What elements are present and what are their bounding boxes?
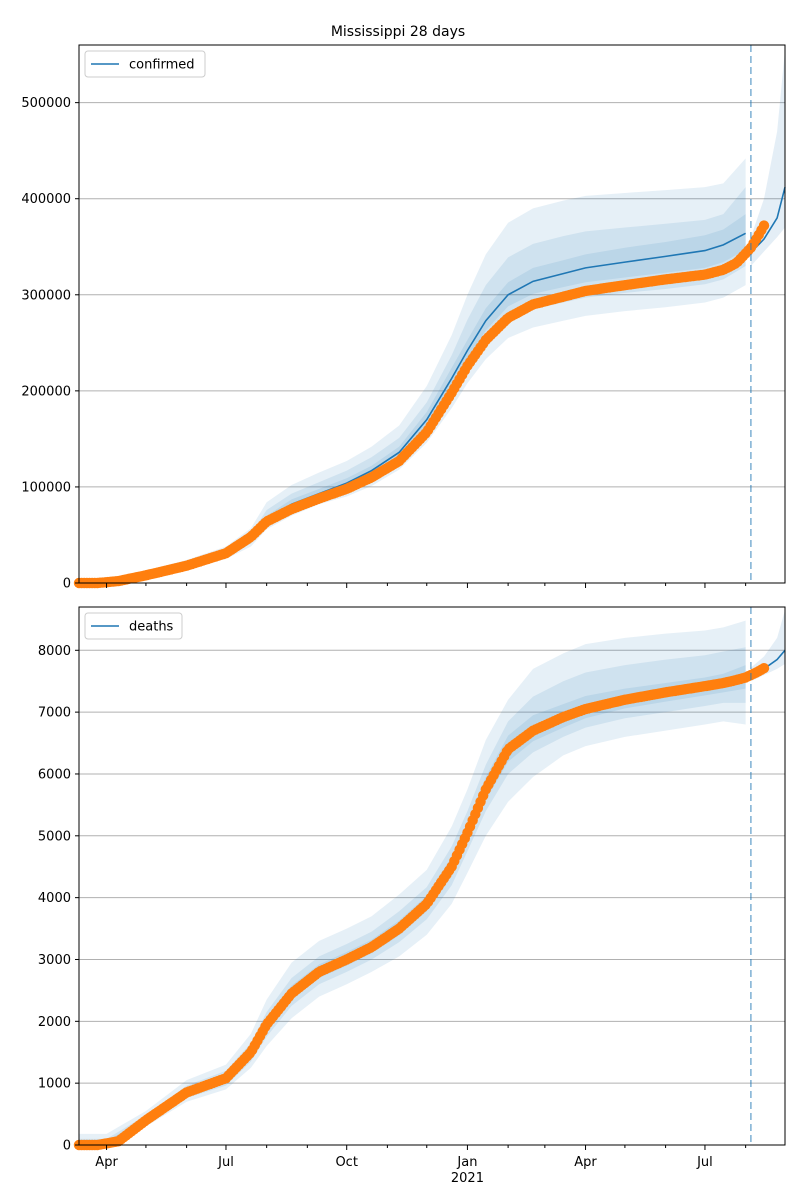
deaths-y-tick-label: 8000	[38, 644, 71, 659]
chart-title: Mississippi 28 days	[331, 24, 465, 40]
confirmed-y-tick-label: 300000	[21, 288, 71, 303]
confirmed-observed-series	[73, 220, 770, 589]
deaths-y-tick-label: 5000	[38, 829, 71, 844]
confirmed-y-tick-label: 100000	[21, 480, 71, 495]
confirmed-axes-frame	[78, 44, 786, 584]
deaths-y-tick-label: 0	[63, 1139, 71, 1154]
confirmed-confidence-band	[79, 214, 746, 584]
deaths-forecast-band	[750, 610, 785, 682]
deaths-observed-series	[73, 663, 770, 1151]
deaths-legend-box	[84, 612, 183, 640]
confirmed-observed-point	[758, 220, 770, 231]
confirmed-y-tick-label: 0	[63, 577, 71, 592]
deaths-x-year-label: 2021	[451, 1171, 484, 1186]
deaths-legend: deaths	[84, 612, 183, 640]
confirmed-y-tick-label: 400000	[21, 192, 71, 207]
deaths-legend-label: deaths	[129, 620, 174, 635]
deaths-y-tick-label: 2000	[38, 1015, 71, 1030]
confirmed-y-tick-label: 200000	[21, 384, 71, 399]
deaths-y-tick-label: 7000	[38, 706, 71, 721]
deaths-x-tick-label: Jan	[456, 1155, 477, 1170]
deaths-x-tick-label: Apr	[95, 1155, 118, 1170]
confirmed-legend-label: confirmed	[129, 58, 195, 73]
deaths-x-tick-label: Oct	[335, 1155, 357, 1170]
deaths-panel: 0 1000 2000 3000 4000 5000 6000 7000 8000 Apr Jul O…	[38, 606, 786, 1186]
deaths-y-tick-label: 1000	[38, 1077, 71, 1092]
deaths-y-tick-label: 4000	[38, 891, 71, 906]
confirmed-legend: confirmed	[84, 50, 206, 78]
deaths-y-tick-label: 3000	[38, 953, 71, 968]
deaths-x-tick-label: Apr	[574, 1155, 597, 1170]
confirmed-y-tick-label: 500000	[21, 96, 71, 111]
confirmed-panel: 0 100000 200000 300000 400000 500000 confirmed	[21, 44, 786, 592]
confirmed-confidence-band	[79, 187, 746, 583]
confirmed-legend-box	[84, 50, 206, 78]
deaths-observed-point	[758, 663, 770, 674]
deaths-x-tick-label: Jul	[696, 1155, 713, 1170]
deaths-confidence-band	[79, 620, 746, 1145]
deaths-x-tick-label: Jul	[217, 1155, 234, 1170]
confirmed-forecast-band	[750, 49, 785, 266]
deaths-axes-frame	[78, 606, 786, 1146]
deaths-confidence-band	[79, 647, 746, 1145]
deaths-y-tick-label: 6000	[38, 767, 71, 782]
confirmed-confidence-band	[79, 158, 746, 583]
